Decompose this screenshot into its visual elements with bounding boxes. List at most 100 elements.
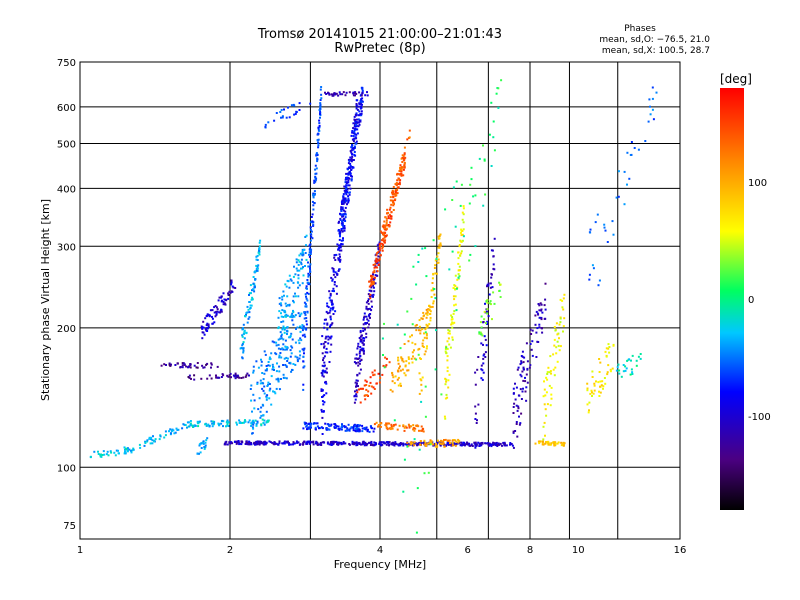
data-point bbox=[350, 149, 353, 152]
data-point bbox=[248, 316, 251, 319]
data-point bbox=[460, 228, 463, 231]
data-point bbox=[487, 315, 490, 318]
data-point bbox=[376, 266, 379, 269]
data-point bbox=[357, 342, 360, 345]
data-point bbox=[101, 454, 104, 456]
data-point bbox=[375, 382, 378, 385]
data-point bbox=[400, 443, 403, 446]
data-point bbox=[266, 367, 268, 370]
data-point bbox=[479, 331, 482, 334]
data-point bbox=[554, 329, 557, 332]
data-point bbox=[235, 421, 238, 424]
data-point bbox=[393, 382, 396, 385]
data-point bbox=[401, 368, 404, 371]
data-point bbox=[427, 471, 430, 474]
colorbar-tick-label: 0 bbox=[748, 295, 754, 306]
data-point bbox=[331, 267, 334, 270]
data-point bbox=[206, 322, 209, 325]
data-point bbox=[149, 442, 152, 445]
data-point bbox=[190, 424, 193, 427]
data-point bbox=[315, 440, 318, 443]
data-point bbox=[397, 178, 400, 181]
data-point bbox=[349, 164, 352, 167]
data-point bbox=[385, 423, 388, 426]
data-point bbox=[370, 282, 373, 285]
data-point bbox=[526, 367, 529, 370]
data-point bbox=[429, 441, 431, 444]
data-point bbox=[250, 424, 253, 427]
data-point bbox=[537, 341, 540, 343]
data-point bbox=[206, 437, 209, 440]
data-point bbox=[198, 420, 201, 423]
data-point bbox=[365, 380, 368, 383]
data-point bbox=[370, 281, 373, 283]
data-point bbox=[360, 340, 363, 343]
y-tick-label: 300 bbox=[57, 242, 76, 253]
data-point bbox=[491, 286, 494, 289]
data-point bbox=[562, 308, 565, 311]
data-point bbox=[319, 102, 322, 105]
data-point bbox=[344, 94, 347, 97]
x-tick-label: 16 bbox=[674, 545, 687, 556]
data-point bbox=[588, 273, 591, 276]
data-point bbox=[220, 295, 223, 298]
data-point bbox=[374, 443, 377, 446]
data-point bbox=[275, 442, 278, 445]
data-point bbox=[400, 174, 403, 177]
data-point bbox=[182, 423, 185, 426]
data-point bbox=[188, 425, 191, 428]
data-point bbox=[363, 315, 366, 318]
data-point bbox=[410, 443, 413, 446]
data-point bbox=[319, 105, 322, 108]
data-point bbox=[410, 425, 413, 428]
data-point bbox=[113, 451, 116, 454]
data-point bbox=[451, 439, 454, 442]
data-point bbox=[514, 398, 517, 401]
data-point bbox=[348, 428, 351, 431]
data-point bbox=[359, 103, 362, 106]
data-point bbox=[486, 308, 489, 311]
data-point bbox=[649, 113, 652, 116]
data-point bbox=[352, 91, 355, 94]
data-point bbox=[497, 87, 500, 90]
data-point bbox=[210, 363, 213, 366]
data-point bbox=[215, 306, 218, 309]
data-point bbox=[555, 346, 558, 349]
data-point bbox=[305, 442, 308, 445]
data-point bbox=[458, 275, 461, 278]
data-point bbox=[553, 326, 556, 328]
data-point bbox=[342, 200, 345, 203]
data-point bbox=[215, 313, 218, 316]
data-point bbox=[490, 303, 492, 306]
data-point bbox=[550, 393, 553, 396]
data-point bbox=[618, 372, 621, 375]
data-point bbox=[425, 308, 428, 311]
data-point bbox=[435, 257, 438, 260]
data-point bbox=[458, 265, 461, 268]
data-point bbox=[322, 357, 325, 360]
data-point bbox=[298, 254, 301, 257]
data-point bbox=[351, 166, 354, 169]
data-point bbox=[126, 450, 129, 453]
data-point bbox=[297, 441, 300, 444]
data-point bbox=[260, 423, 263, 426]
data-point bbox=[347, 173, 350, 176]
data-point bbox=[247, 421, 250, 424]
data-point bbox=[404, 364, 407, 367]
data-point bbox=[211, 315, 213, 318]
data-point bbox=[437, 252, 440, 255]
data-point bbox=[337, 270, 340, 272]
data-point bbox=[206, 314, 208, 317]
data-point bbox=[342, 227, 345, 230]
x-axis-label: Frequency [MHz] bbox=[334, 558, 426, 571]
data-point bbox=[304, 236, 307, 238]
data-point bbox=[221, 419, 224, 422]
data-point bbox=[341, 423, 343, 426]
data-point bbox=[387, 217, 390, 220]
data-point bbox=[358, 388, 360, 391]
data-point bbox=[363, 337, 366, 340]
x-tick-label: 4 bbox=[377, 545, 383, 556]
data-point bbox=[611, 220, 614, 223]
data-point bbox=[446, 396, 449, 399]
data-point bbox=[302, 427, 305, 430]
